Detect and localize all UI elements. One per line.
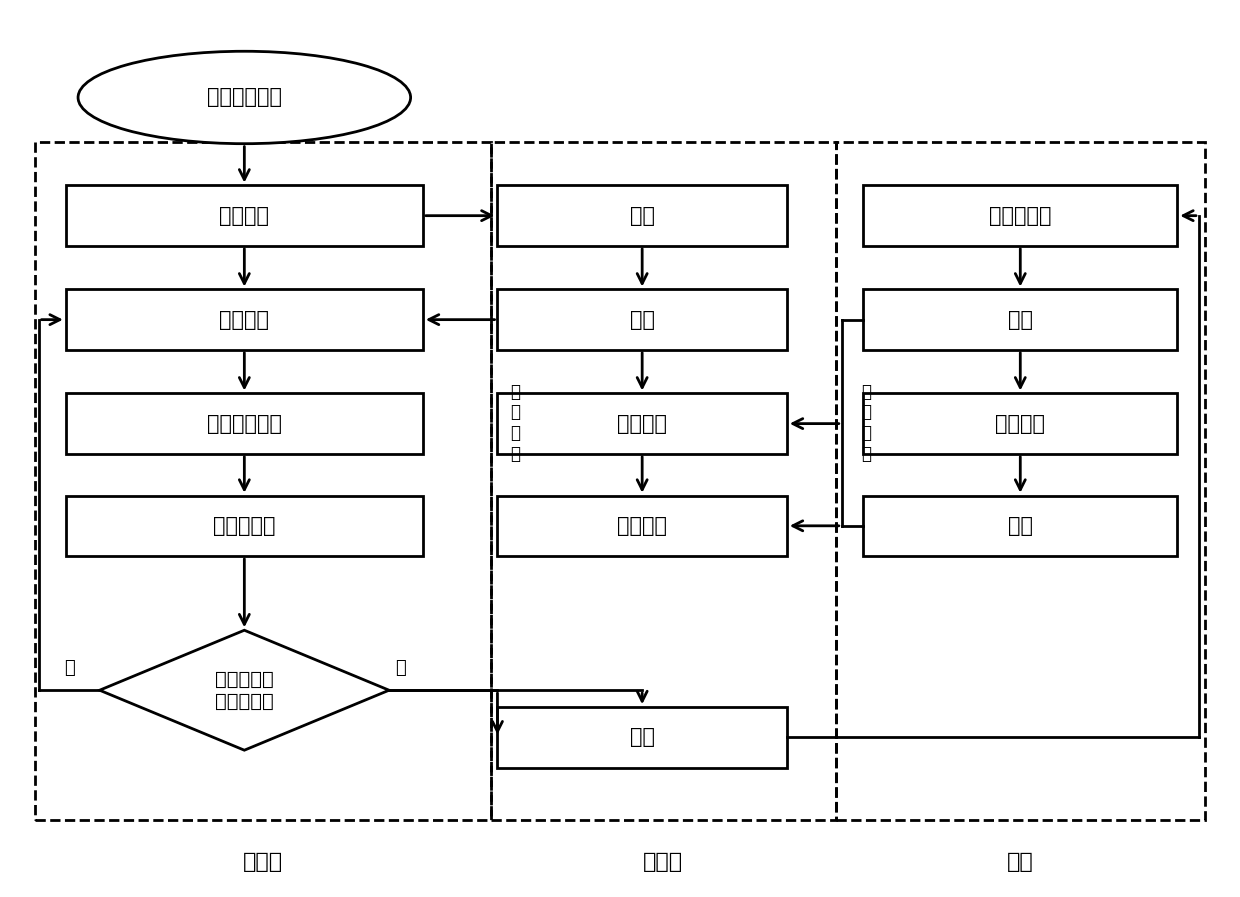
Bar xyxy=(66,394,423,454)
Text: 承载力计算: 承载力计算 xyxy=(213,516,275,536)
Bar xyxy=(497,496,787,556)
Text: 有限差分算法: 有限差分算法 xyxy=(207,414,281,433)
Ellipse shape xyxy=(78,51,410,144)
Bar xyxy=(35,142,491,820)
Text: 调试与测试: 调试与测试 xyxy=(990,205,1052,226)
Text: 成产商: 成产商 xyxy=(644,852,683,872)
Polygon shape xyxy=(99,631,389,750)
Bar xyxy=(497,707,787,768)
Text: 反馈: 反馈 xyxy=(1008,516,1033,536)
Bar xyxy=(836,142,1205,820)
Text: 输入参数: 输入参数 xyxy=(219,309,269,329)
Bar xyxy=(497,394,787,454)
Bar xyxy=(491,142,836,820)
Text: 是: 是 xyxy=(396,659,405,677)
Bar xyxy=(66,186,423,246)
Text: 数
据
数
据: 数 据 数 据 xyxy=(511,382,521,463)
Bar xyxy=(66,496,423,556)
Text: 用户: 用户 xyxy=(1007,852,1034,872)
Text: 否: 否 xyxy=(64,659,74,677)
Text: 检测: 检测 xyxy=(630,309,655,329)
Bar xyxy=(66,290,423,350)
Text: 加工应用: 加工应用 xyxy=(996,414,1045,433)
Bar xyxy=(863,394,1177,454)
Bar xyxy=(863,290,1177,350)
Text: 设计者: 设计者 xyxy=(243,852,283,872)
Text: 实验结果符
合理论计算: 实验结果符 合理论计算 xyxy=(215,670,274,710)
Bar xyxy=(863,496,1177,556)
Text: 数
据
数
据: 数 据 数 据 xyxy=(862,382,872,463)
Text: 监控: 监控 xyxy=(1008,309,1033,329)
Text: 静压系统设计: 静压系统设计 xyxy=(207,88,281,108)
Text: 整体建模: 整体建模 xyxy=(219,205,269,226)
Text: 生产: 生产 xyxy=(630,727,655,747)
Text: 性能评估: 性能评估 xyxy=(618,516,667,536)
Text: 加工: 加工 xyxy=(630,205,655,226)
Bar xyxy=(863,186,1177,246)
Text: 数据采集: 数据采集 xyxy=(618,414,667,433)
Bar xyxy=(497,290,787,350)
Bar xyxy=(497,186,787,246)
